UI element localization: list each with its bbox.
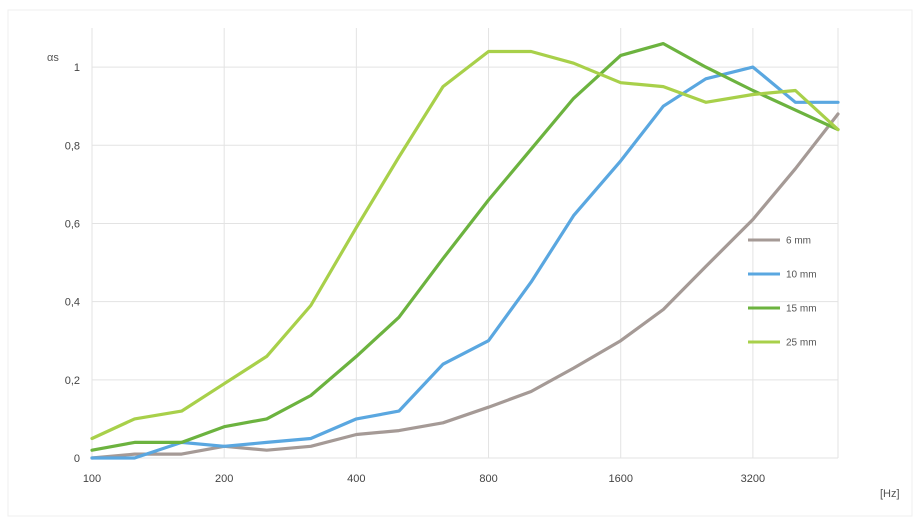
grid-layer bbox=[91, 28, 839, 459]
legend-label-10-mm: 10 mm bbox=[786, 270, 817, 281]
legend-label-15-mm: 15 mm bbox=[786, 304, 817, 315]
legend: 6 mm 10 mm 15 mm 25 mm bbox=[748, 236, 817, 349]
series-line-6-mm bbox=[90, 112, 840, 460]
series-layer bbox=[90, 41, 840, 460]
x-tick-label: 1600 bbox=[608, 473, 632, 485]
series-line-15-mm bbox=[90, 41, 840, 452]
x-tick-label: 200 bbox=[215, 473, 233, 485]
y-tick-label: 0 bbox=[74, 453, 80, 465]
y-tick-label: 0,2 bbox=[65, 375, 80, 387]
x-tick-label: 400 bbox=[347, 473, 365, 485]
y-axis-title: αs bbox=[47, 52, 59, 64]
y-tick-label: 0,6 bbox=[65, 218, 80, 230]
legend-label-25-mm: 25 mm bbox=[786, 338, 817, 349]
x-axis-title: [Hz] bbox=[880, 488, 900, 500]
x-tick-label: 800 bbox=[479, 473, 497, 485]
chart-frame bbox=[7, 9, 913, 517]
y-tick-label: 0,4 bbox=[65, 297, 80, 309]
tick-layer: 0 0,2 0,4 0,6 0,8 1 100 200 400 800 1600 3200 bbox=[65, 62, 765, 485]
series-line-10-mm bbox=[90, 65, 840, 460]
legend-label-6-mm: 6 mm bbox=[786, 236, 811, 247]
y-tick-label: 1 bbox=[74, 62, 80, 74]
x-tick-label: 3200 bbox=[741, 473, 765, 485]
x-tick-label: 100 bbox=[83, 473, 101, 485]
y-tick-label: 0,8 bbox=[65, 140, 80, 152]
series-line-25-mm bbox=[90, 49, 840, 441]
